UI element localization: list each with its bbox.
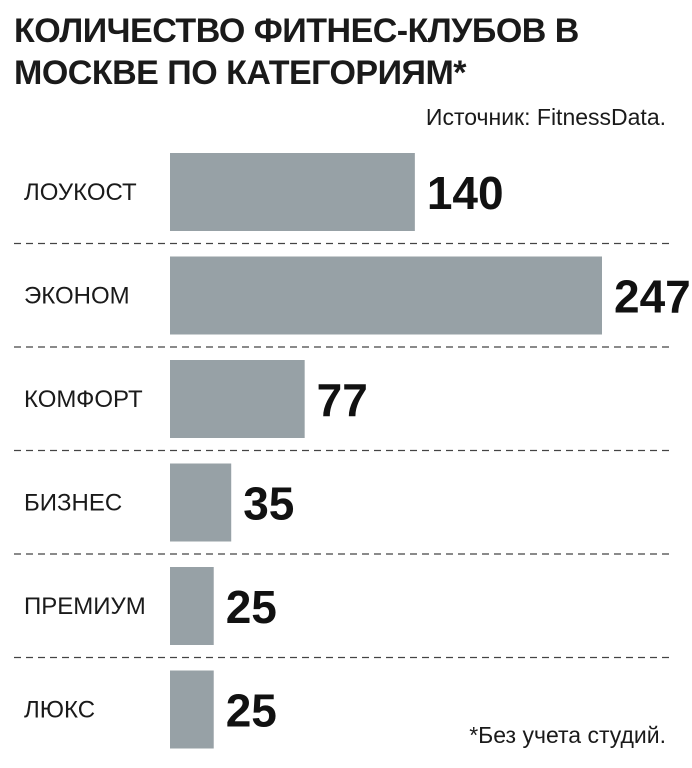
value-label: 140 xyxy=(427,167,504,219)
bar xyxy=(170,256,602,335)
category-label: ЛЮКС xyxy=(24,697,95,724)
value-label: 77 xyxy=(317,374,368,426)
category-label: БИЗНЕС xyxy=(24,490,122,517)
category-label: ПРЕМИУМ xyxy=(24,593,146,620)
chart-title: КОЛИЧЕСТВО ФИТНЕС-КЛУБОВ В МОСКВЕ ПО КАТ… xyxy=(14,12,579,92)
category-label: ЛОУКОСТ xyxy=(24,179,137,206)
bar xyxy=(170,670,214,749)
bar xyxy=(170,463,232,542)
footnote: *Без учета студий. xyxy=(469,722,666,748)
value-label: 25 xyxy=(226,685,277,737)
bar xyxy=(170,567,214,645)
category-label: ЭКОНОМ xyxy=(24,283,130,310)
bar xyxy=(170,153,415,231)
source-note: Источник: FitnessData. xyxy=(425,104,666,130)
category-label: КОМФОРТ xyxy=(24,386,143,413)
bar xyxy=(170,360,305,438)
value-label: 247 xyxy=(614,271,691,323)
value-label: 25 xyxy=(226,581,277,633)
value-label: 35 xyxy=(243,478,294,530)
